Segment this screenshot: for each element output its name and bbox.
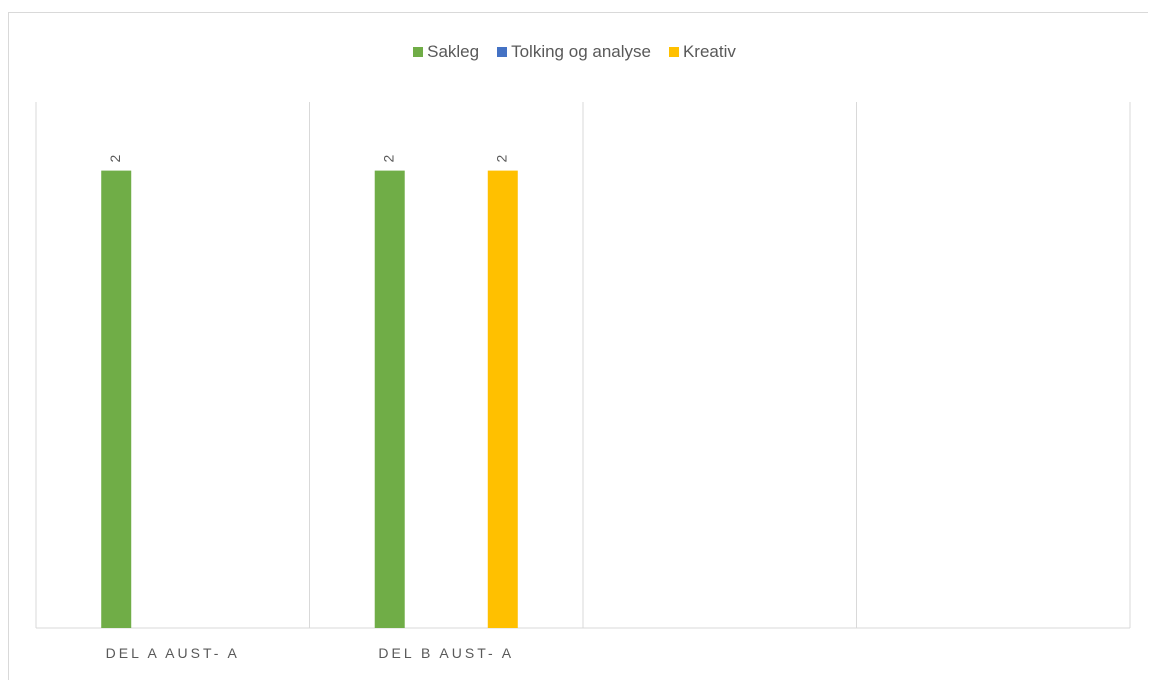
category-tick-label: DEL B AUST- A	[378, 645, 514, 661]
bar-data-label: 2	[107, 155, 123, 163]
category-tick-label: DEL A AUST- A	[106, 645, 240, 661]
bar-sakleg	[101, 171, 131, 628]
bar-sakleg	[375, 171, 405, 628]
bar-data-label: 2	[380, 155, 396, 163]
bar-data-label: 2	[493, 155, 509, 163]
bar-kreativ	[488, 171, 518, 628]
